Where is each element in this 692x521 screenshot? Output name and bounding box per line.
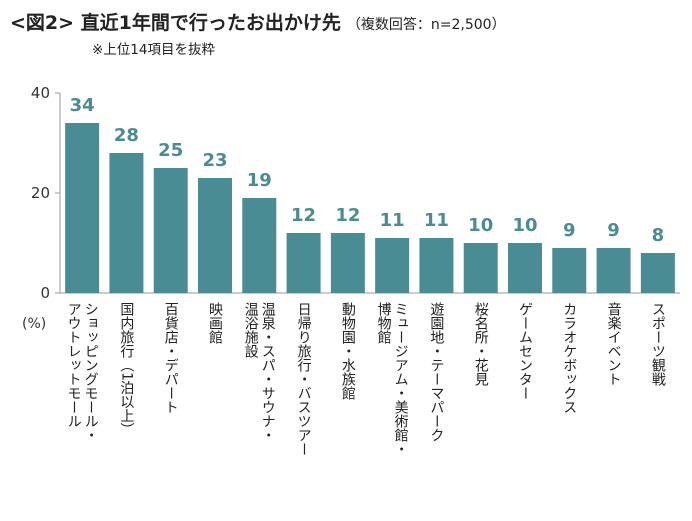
category-label: 日帰り旅行・バスツアー	[296, 302, 312, 456]
bar-value-label: 10	[468, 215, 493, 236]
category-label: 遊園地・テーマパーク	[428, 302, 444, 442]
bar-value-label: 8	[652, 225, 665, 246]
bar	[419, 238, 454, 293]
bar-value-label: 28	[114, 125, 139, 146]
bar-value-label: 23	[202, 150, 227, 171]
bar-value-label: 19	[247, 170, 272, 191]
category-label: 国内旅行（1泊以上）	[118, 302, 134, 437]
category-label: ミュージアム・美術館・	[393, 302, 409, 456]
category-label: 温泉・スパ・サウナ・	[260, 302, 276, 442]
bar-value-label: 11	[424, 210, 449, 231]
bar	[375, 238, 410, 293]
bar-value-label: 34	[70, 95, 95, 116]
category-label: ゲームセンター	[517, 302, 533, 400]
bar	[65, 123, 100, 293]
bar	[508, 243, 542, 293]
category-label: カラオケボックス	[561, 302, 577, 414]
y-tick-label: 0	[40, 284, 50, 302]
bar	[153, 168, 188, 293]
category-label: 博物館	[376, 301, 392, 344]
bar-value-label: 10	[512, 215, 537, 236]
chart-subtitle: （複数回答：n=2,500）	[346, 17, 506, 33]
bar	[596, 248, 631, 293]
category-label: 百貨店・デパート	[163, 302, 179, 414]
chart-title: <図2> 直近1年間で行ったお出かけ先	[10, 12, 341, 34]
bar	[109, 153, 144, 293]
bar	[330, 233, 365, 293]
category-label: 動物園・水族館	[340, 302, 356, 400]
bar-value-label: 9	[607, 220, 620, 241]
y-tick-label: 40	[31, 84, 50, 102]
bar-value-label: 11	[380, 210, 405, 231]
bar-value-label: 9	[563, 220, 576, 241]
bar	[463, 243, 498, 293]
category-label: スポーツ観戦	[650, 302, 666, 387]
category-label: 温浴施設	[243, 302, 259, 358]
chart-note: ※上位14項目を抜粋	[92, 42, 215, 58]
category-label: 映画館	[207, 302, 223, 344]
bar	[640, 253, 675, 293]
bar-value-label: 12	[291, 205, 316, 226]
bar	[242, 198, 277, 293]
bar-value-label: 25	[158, 140, 183, 161]
y-axis-unit-label: (%)	[22, 316, 47, 332]
bar	[552, 248, 587, 293]
y-tick-label: 20	[31, 184, 50, 202]
chart-header: <図2> 直近1年間で行ったお出かけ先 （複数回答：n=2,500）	[10, 8, 506, 35]
category-label: ショッピングモール・	[83, 302, 99, 442]
bar	[198, 178, 232, 293]
category-label: アウトレットモール	[66, 302, 82, 428]
bar	[286, 233, 321, 293]
bar-value-label: 12	[335, 205, 360, 226]
category-label: 桜名所・花見	[473, 302, 489, 387]
category-label: 音楽イベント	[606, 301, 622, 386]
